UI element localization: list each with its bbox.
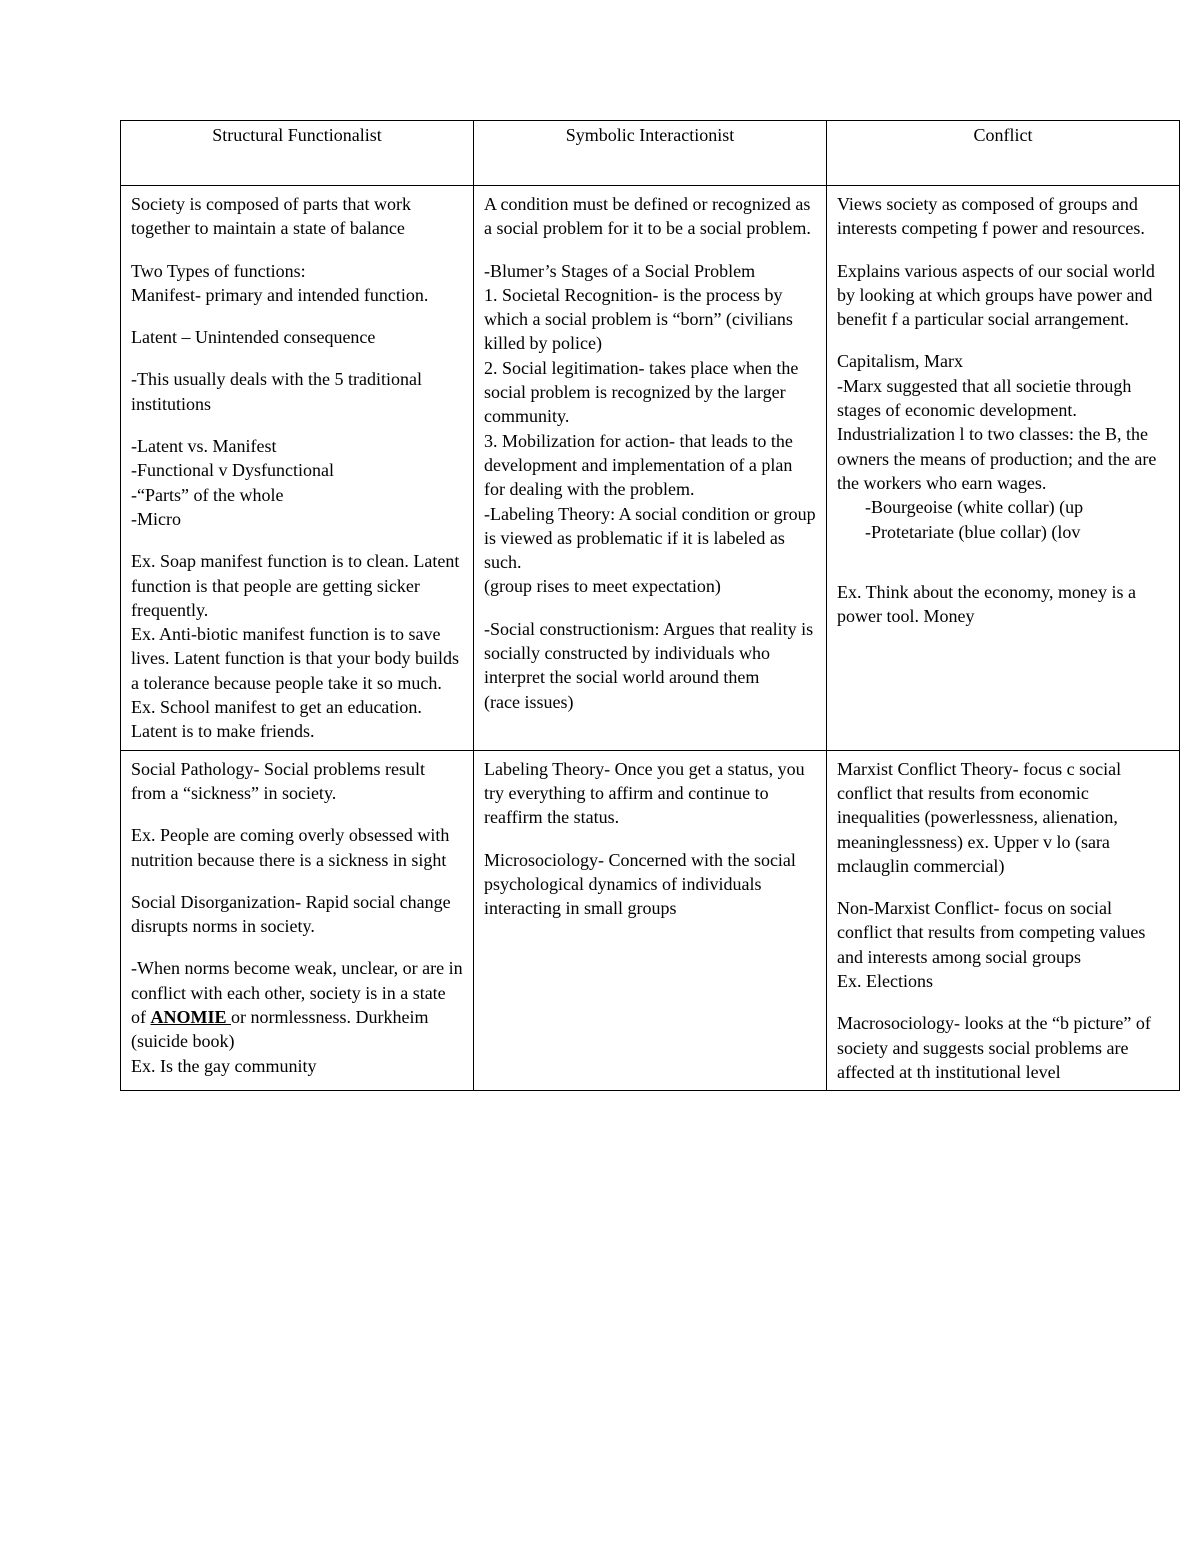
text-paragraph: Society is composed of parts that work t… [131, 192, 463, 241]
text-paragraph: 1. Societal Recognition- is the process … [484, 283, 816, 356]
text-paragraph: Social Pathology- Social problems result… [131, 757, 463, 806]
text-paragraph: Social Disorganization- Rapid social cha… [131, 890, 463, 939]
text-paragraph: Marxist Conflict Theory- focus c social … [837, 757, 1169, 878]
text-paragraph: A condition must be defined or recognize… [484, 192, 816, 241]
text-paragraph: Ex. People are coming overly obsessed wi… [131, 823, 463, 872]
cell-conflict-sub: Marxist Conflict Theory- focus c social … [827, 750, 1180, 1091]
text-paragraph: -Social constructionism: Argues that rea… [484, 617, 816, 690]
text-paragraph: Ex. Elections [837, 969, 1169, 993]
cell-symbolic-interactionist-main: A condition must be defined or recognize… [474, 186, 827, 751]
text-paragraph: Ex. Anti-biotic manifest function is to … [131, 622, 463, 695]
text-paragraph: Macrosociology- looks at the “b picture”… [837, 1011, 1169, 1084]
text-paragraph: -Micro [131, 507, 463, 531]
text-paragraph: Ex. Think about the economy, money is a … [837, 580, 1169, 629]
table-row: Society is composed of parts that work t… [121, 186, 1180, 751]
column-header-conflict: Conflict [827, 121, 1180, 186]
text-paragraph: Two Types of functions: [131, 259, 463, 283]
text-paragraph: -Marx suggested that all societie throug… [837, 374, 1169, 495]
text-paragraph: 3. Mobilization for action- that leads t… [484, 429, 816, 502]
text-paragraph: (race issues) [484, 690, 816, 714]
text-paragraph: -Blumer’s Stages of a Social Problem [484, 259, 816, 283]
text-paragraph: Ex. Soap manifest function is to clean. … [131, 549, 463, 622]
text-paragraph: Non-Marxist Conflict- focus on social co… [837, 896, 1169, 969]
text-paragraph: Microsociology- Concerned with the socia… [484, 848, 816, 921]
text-paragraph: -This usually deals with the 5 tradition… [131, 367, 463, 416]
text-paragraph: -“Parts” of the whole [131, 483, 463, 507]
text-paragraph: 2. Social legitimation- takes place when… [484, 356, 816, 429]
document-page: Structural Functionalist Symbolic Intera… [0, 0, 1200, 1553]
text-paragraph: Explains various aspects of our social w… [837, 259, 1169, 332]
anomie-term: ANOMIE [151, 1007, 232, 1027]
text-paragraph: -Labeling Theory: A social condition or … [484, 502, 816, 575]
cell-structural-functionalist-sub: Social Pathology- Social problems result… [121, 750, 474, 1091]
text-paragraph: -When norms become weak, unclear, or are… [131, 956, 463, 1053]
text-paragraph: Latent – Unintended consequence [131, 325, 463, 349]
text-paragraph: (group rises to meet expectation) [484, 574, 816, 598]
text-paragraph: -Functional v Dysfunctional [131, 458, 463, 482]
text-paragraph: Labeling Theory- Once you get a status, … [484, 757, 816, 830]
column-header-structural-functionalist: Structural Functionalist [121, 121, 474, 186]
text-paragraph: Capitalism, Marx [837, 349, 1169, 373]
cell-structural-functionalist-main: Society is composed of parts that work t… [121, 186, 474, 751]
text-paragraph: Views society as composed of groups and … [837, 192, 1169, 241]
text-paragraph: -Protetariate (blue collar) (lov [837, 520, 1169, 544]
table-row: Social Pathology- Social problems result… [121, 750, 1180, 1091]
column-header-symbolic-interactionist: Symbolic Interactionist [474, 121, 827, 186]
table-header-row: Structural Functionalist Symbolic Intera… [121, 121, 1180, 186]
text-paragraph: Ex. School manifest to get an education.… [131, 695, 463, 744]
text-paragraph: Ex. Is the gay community [131, 1054, 463, 1078]
cell-symbolic-interactionist-sub: Labeling Theory- Once you get a status, … [474, 750, 827, 1091]
text-paragraph: -Bourgeoise (white collar) (up [837, 495, 1169, 519]
cell-conflict-main: Views society as composed of groups and … [827, 186, 1180, 751]
sociology-theories-table: Structural Functionalist Symbolic Intera… [120, 120, 1180, 1091]
text-paragraph: Manifest- primary and intended function. [131, 283, 463, 307]
text-paragraph: -Latent vs. Manifest [131, 434, 463, 458]
